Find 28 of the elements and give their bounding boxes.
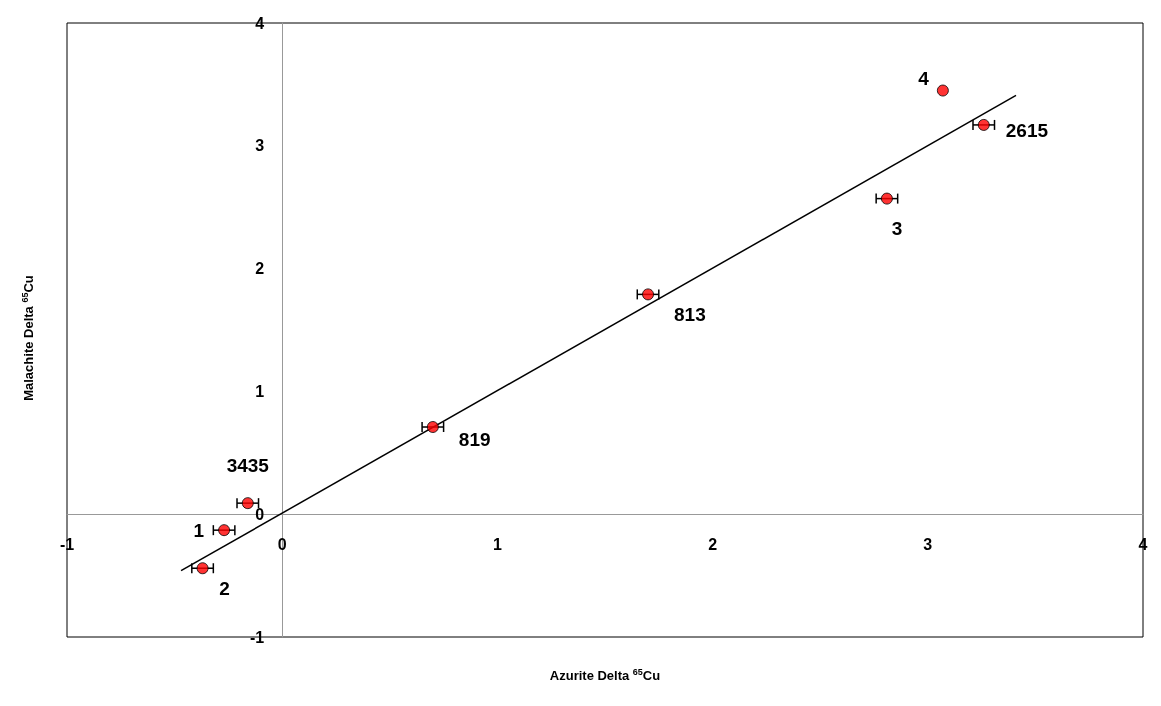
point xyxy=(977,118,990,131)
y-tick-label: 1 xyxy=(255,382,265,400)
point xyxy=(218,524,231,537)
point xyxy=(426,421,439,434)
y-tick-label: 4 xyxy=(255,14,265,32)
annotation: 2615 xyxy=(1005,120,1049,142)
point xyxy=(241,497,254,510)
annotation: 3435 xyxy=(226,455,270,477)
x-tick-label: 1 xyxy=(492,535,502,553)
x-tick-label: -1 xyxy=(59,535,75,553)
y-axis-title: Malachite Delta 65Cu xyxy=(20,275,36,401)
y-tick-label: 2 xyxy=(255,260,265,278)
point xyxy=(936,84,949,97)
point xyxy=(642,288,655,301)
annotation: 4 xyxy=(918,68,930,90)
annotation: 813 xyxy=(674,303,706,325)
x-tick-label: 2 xyxy=(708,535,718,553)
y-tick-label: 3 xyxy=(255,137,265,155)
y-tick-label: 0 xyxy=(255,505,265,523)
x-tick-label: 3 xyxy=(923,535,933,553)
x-tick-label: 4 xyxy=(1138,535,1148,553)
point xyxy=(196,562,209,575)
annotation: 3 xyxy=(891,218,903,240)
annotation: 819 xyxy=(458,428,491,450)
point xyxy=(880,192,893,205)
annotation: 2 xyxy=(219,577,230,599)
x-tick-label: 0 xyxy=(277,535,287,553)
y-tick-label: -1 xyxy=(249,628,265,646)
